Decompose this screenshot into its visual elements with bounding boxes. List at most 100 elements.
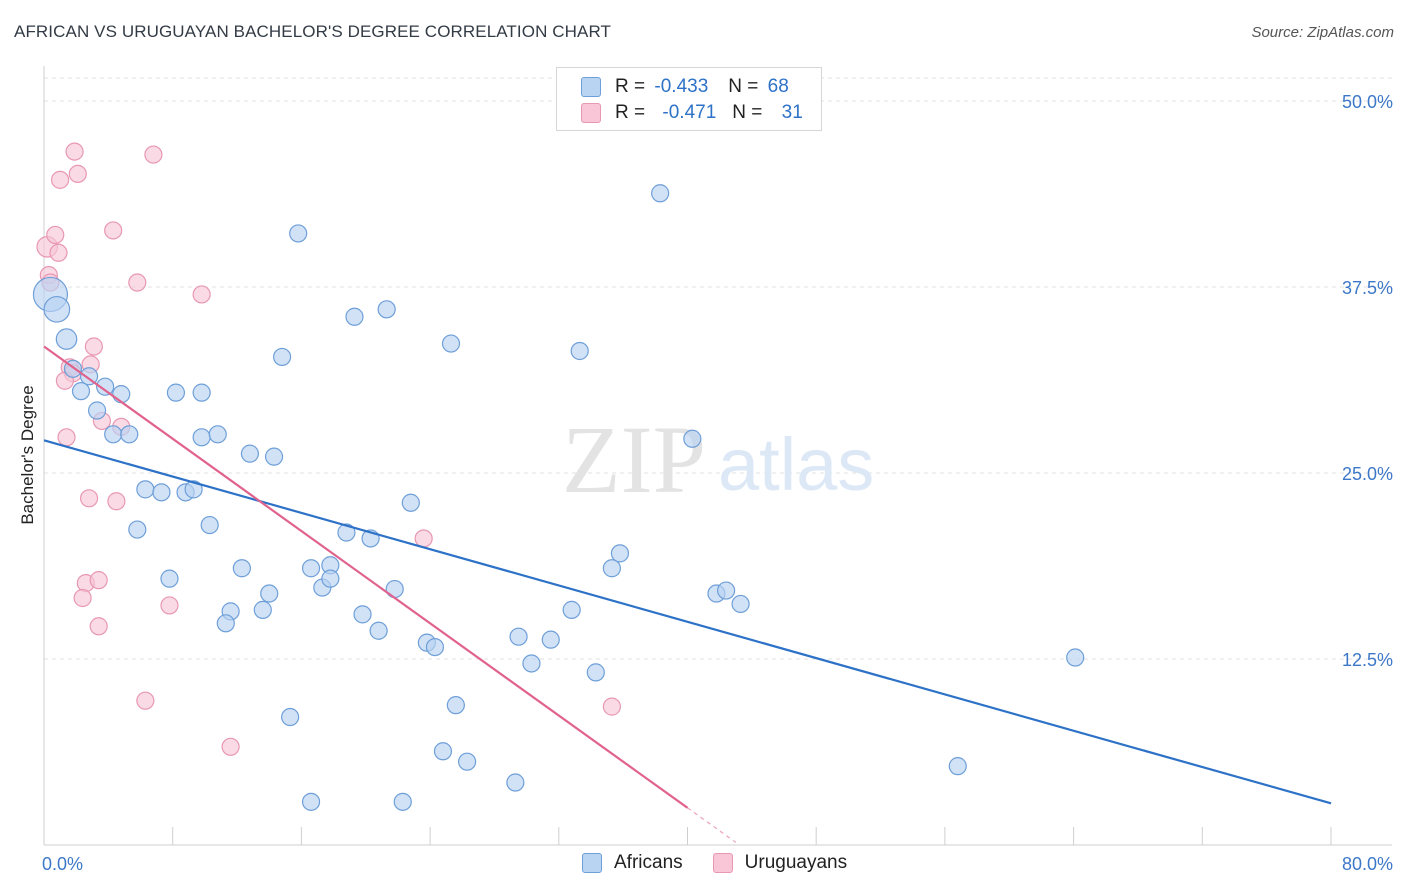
africans-point-46 [446, 696, 465, 715]
africans-point-64 [717, 581, 736, 600]
africans-point-7 [112, 385, 131, 404]
uruguayans-legend-label: Uruguayans [744, 852, 848, 873]
axes [43, 66, 1392, 846]
africans-point-14 [208, 425, 227, 444]
africans-point-49 [281, 707, 300, 727]
uruguayans-r-value: -0.471 [662, 102, 717, 123]
africans-point-44 [425, 637, 445, 657]
africans-point-18 [152, 483, 171, 502]
africans-point-65 [731, 594, 750, 614]
uruguayans-point-28 [221, 737, 240, 756]
uruguayans-legend-swatch [712, 853, 733, 873]
uruguayans-point-26 [89, 617, 108, 636]
uruguayans-point-24 [73, 588, 92, 608]
uruguayans-point-19 [57, 428, 76, 447]
uruguayans-point-7 [68, 164, 87, 184]
uruguayans-point-20 [79, 489, 99, 508]
africans-point-45 [441, 334, 461, 353]
africans-point-39 [385, 579, 404, 599]
x-tick-label-min: 0.0% [42, 854, 83, 874]
watermark: ZIP atlas [562, 406, 874, 513]
africans-point-59 [602, 559, 621, 578]
y-tick-label-0: 12.5% [1342, 650, 1393, 670]
uruguayans-point-23 [89, 571, 108, 590]
watermark-zip: ZIP [562, 406, 706, 513]
uruguayans-point-21 [107, 492, 126, 511]
africans-point-15 [240, 444, 260, 463]
africans-point-35 [337, 523, 356, 542]
uruguayans-n-value: 31 [781, 102, 803, 123]
africans-point-62 [683, 429, 702, 448]
africans-point-29 [289, 224, 308, 243]
africans-point-16 [264, 447, 284, 466]
africans-point-1 [43, 295, 71, 323]
watermark-atlas: atlas [718, 423, 874, 506]
africans-point-58 [586, 663, 605, 682]
africans-point-11 [104, 425, 123, 444]
africans-point-10 [87, 401, 107, 420]
uruguayans-points [36, 142, 621, 756]
africans-point-24 [160, 569, 179, 588]
uruguayans-point-3 [46, 225, 65, 245]
y-tick-label-1: 25.0% [1342, 464, 1393, 484]
trend-lines [43, 345, 1332, 843]
y-axis-label: Bachelor's Degree [18, 385, 37, 525]
legend-item-africans[interactable]: Africans [582, 852, 683, 874]
africans-point-8 [166, 383, 186, 402]
series-legend: Africans Uruguayans [582, 852, 877, 874]
africans-point-47 [433, 742, 453, 761]
africans-point-50 [301, 792, 321, 811]
uruguayans-point-9 [144, 145, 163, 164]
africans-point-40 [353, 605, 372, 624]
africans-point-31 [301, 559, 321, 578]
legend-row-uruguayans: R = -0.471 N = 31 [581, 101, 803, 125]
stats-legend: R = -0.433 N = 68 R = -0.471 N = 31 [556, 67, 822, 131]
africans-point-28 [253, 600, 272, 619]
africans-point-42 [401, 493, 420, 512]
africans-point-41 [369, 621, 388, 640]
africans-r-value: -0.433 [654, 76, 709, 97]
uruguayans-n-label: N = [732, 102, 763, 123]
africans-point-5 [71, 382, 91, 401]
africans-point-23 [232, 559, 251, 578]
africans-point-2 [55, 328, 78, 350]
africans-n-value: 68 [767, 76, 789, 97]
uruguayans-point-6 [65, 142, 84, 161]
africans-point-9 [192, 383, 211, 402]
africans-point-52 [506, 773, 525, 792]
uruguayans-r-label: R = [615, 102, 646, 123]
africans-point-56 [570, 341, 589, 361]
africans-point-25 [260, 584, 279, 603]
africans-point-13 [192, 428, 211, 447]
y-tick-label-2: 37.5% [1342, 278, 1393, 298]
africans-point-66 [948, 757, 967, 776]
africans-n-label: N = [728, 76, 759, 97]
africans-point-22 [200, 515, 219, 535]
chart-title: AFRICAN VS URUGUAYAN BACHELOR'S DEGREE C… [14, 22, 612, 41]
uruguayans-point-30 [602, 697, 621, 716]
legend-item-uruguayans[interactable]: Uruguayans [712, 852, 848, 874]
legend-row-africans: R = -0.433 N = 68 [581, 75, 789, 99]
uruguayans-point-29 [414, 529, 433, 548]
africans-point-27 [216, 614, 235, 633]
africans-swatch [581, 77, 601, 97]
africans-point-37 [377, 300, 396, 319]
africans-point-48 [458, 752, 477, 771]
africans-point-57 [562, 600, 581, 619]
x-tick-label-max: 80.0% [1342, 854, 1393, 874]
uruguayans-point-4 [49, 243, 68, 262]
africans-point-55 [541, 630, 560, 649]
uruguayans-point-11 [192, 285, 211, 304]
africans-point-12 [120, 425, 139, 444]
uruguayans-point-10 [128, 273, 147, 292]
africans-point-54 [522, 654, 541, 673]
y-tick-label-3: 50.0% [1342, 92, 1393, 112]
source-label: Source: ZipAtlas.com [1251, 24, 1394, 41]
africans-point-21 [128, 520, 147, 539]
africans-point-60 [610, 544, 630, 563]
tick-labels: 12.5% 25.0% 37.5% 50.0% 0.0% 80.0% [42, 92, 1393, 874]
africans-point-17 [136, 480, 155, 499]
uruguayans-swatch [581, 103, 601, 123]
africans-r-label: R = [615, 76, 646, 97]
